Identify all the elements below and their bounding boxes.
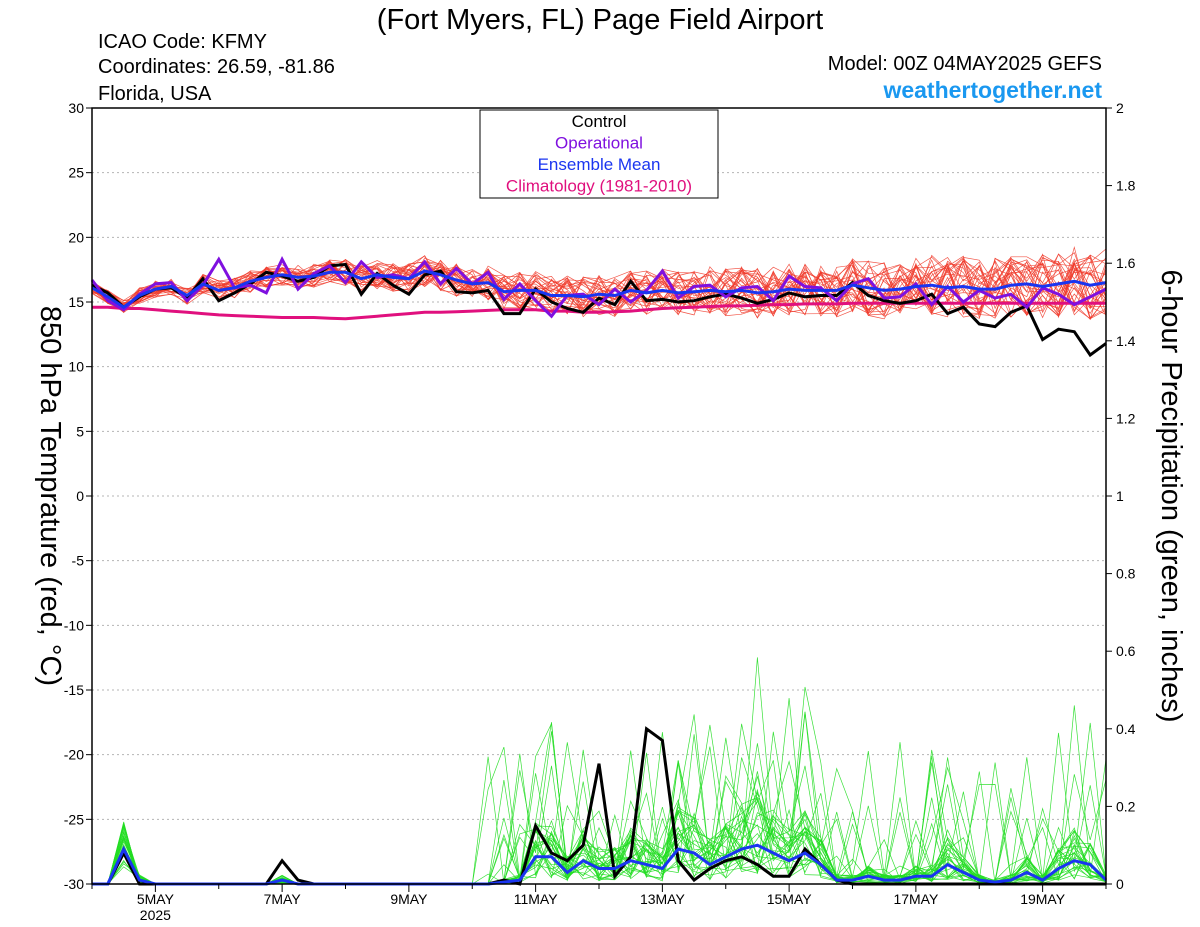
legend: Control Operational Ensemble Mean Climatolo… xyxy=(479,109,719,199)
precipitation-member-line xyxy=(92,732,1107,885)
y-tick-label: -15 xyxy=(64,682,84,698)
legend-entry: Control xyxy=(572,112,627,131)
y-axis-label: 850 hPa Temprature (red, °C) xyxy=(34,306,66,686)
x-tick-label: 9MAY xyxy=(390,891,428,907)
precipitation-member-line xyxy=(92,797,1107,885)
legend-entry: Climatology (1981-2010) xyxy=(506,177,692,196)
x-tick-label: 11MAY xyxy=(514,891,558,907)
x-tick-sublabel: 2025 xyxy=(140,907,171,923)
region: Florida, USA xyxy=(98,83,212,105)
legend-entry: Operational xyxy=(555,134,643,153)
y2-tick-label: 0.4 xyxy=(1116,721,1136,737)
y-tick-label: -10 xyxy=(64,617,84,633)
icao-code: ICAO Code: KFMY xyxy=(98,31,267,53)
y2-tick-label: 1.8 xyxy=(1116,178,1136,194)
x-tick-label: 7MAY xyxy=(264,891,302,907)
coordinates: Coordinates: 26.59, -81.86 xyxy=(98,56,335,78)
y2-tick-label: 1.2 xyxy=(1116,410,1136,426)
x-tick-label: 15MAY xyxy=(767,891,813,907)
y-tick-label: -5 xyxy=(72,553,85,569)
main-series xyxy=(90,255,1108,886)
y-tick-label: 20 xyxy=(68,229,84,245)
chart-title: (Fort Myers, FL) Page Field Airport xyxy=(377,4,823,36)
y-tick-label: 30 xyxy=(68,100,84,116)
operational-temp-line xyxy=(90,255,1107,319)
y2-tick-label: 0.6 xyxy=(1116,643,1136,659)
y2-tick-label: 0 xyxy=(1116,876,1124,892)
grid-lines xyxy=(92,172,1106,820)
control-precip-line xyxy=(92,726,1106,886)
y2-tick-label: 2 xyxy=(1116,100,1124,116)
temperature-member-line xyxy=(91,257,1107,319)
y-tick-label: 0 xyxy=(76,488,84,504)
legend-box xyxy=(479,109,719,199)
temperature-member-line xyxy=(91,256,1107,316)
x-tick-label: 19MAY xyxy=(1020,891,1066,907)
ensemble-members xyxy=(91,245,1107,885)
y-tick-label: 5 xyxy=(76,423,84,439)
mean-temp-line xyxy=(91,269,1107,310)
y2-tick-label: 1.4 xyxy=(1116,333,1136,349)
y-tick-label: -30 xyxy=(64,876,84,892)
y2-axis-label: 6-hour Precipitation (green, inches) xyxy=(1155,270,1187,723)
site-name: weathertogether.net xyxy=(882,77,1102,103)
y-tick-label: 15 xyxy=(68,294,84,310)
model-run: Model: 00Z 04MAY2025 GEFS xyxy=(828,53,1102,75)
temperature-member-line xyxy=(91,258,1107,316)
y2-tick-label: 0.2 xyxy=(1116,798,1136,814)
x-tick-label: 13MAY xyxy=(640,891,686,907)
y-tick-label: -25 xyxy=(64,811,84,827)
y-tick-label: 10 xyxy=(68,359,84,375)
y2-tick-label: 1 xyxy=(1116,488,1124,504)
axis-ticks: 302520151050-5-10-15-20-25-3021.81.61.41… xyxy=(64,100,1136,923)
y-tick-label: 25 xyxy=(68,165,84,181)
legend-entry: Ensemble Mean xyxy=(538,155,661,174)
temperature-member-line xyxy=(91,256,1107,316)
y-tick-label: -20 xyxy=(64,747,84,763)
y2-tick-label: 0.8 xyxy=(1116,566,1136,582)
x-tick-label: 5MAY xyxy=(137,891,175,907)
y2-tick-label: 1.6 xyxy=(1116,255,1136,271)
climatology-line xyxy=(92,301,1106,321)
x-tick-label: 17MAY xyxy=(893,891,939,907)
